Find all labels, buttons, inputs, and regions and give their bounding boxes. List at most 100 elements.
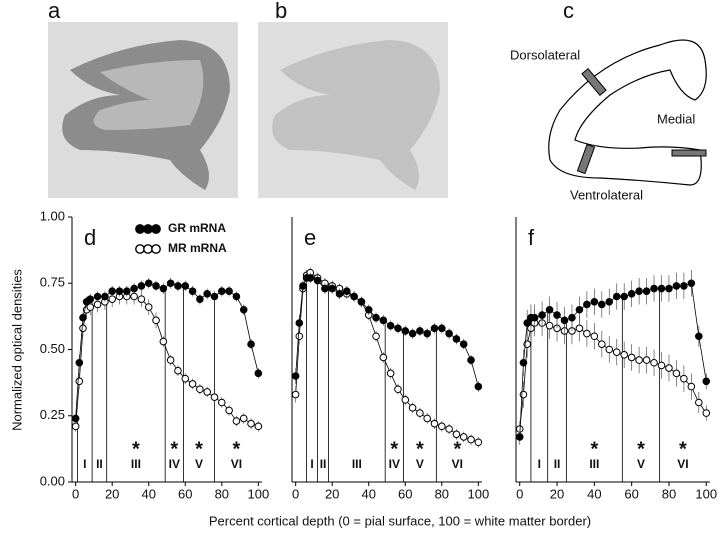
x-tick-label: 40 bbox=[141, 486, 155, 501]
data-point bbox=[695, 332, 703, 341]
data-point bbox=[575, 305, 584, 314]
data-point bbox=[108, 295, 116, 303]
x-tick-label: 60 bbox=[178, 486, 192, 501]
data-point bbox=[657, 284, 666, 293]
data-point bbox=[459, 433, 468, 441]
data-point bbox=[159, 337, 168, 346]
data-point bbox=[459, 340, 468, 349]
data-point bbox=[328, 284, 336, 293]
data-point bbox=[590, 298, 599, 306]
y-tick-label: 0.50 bbox=[40, 341, 65, 356]
data-point bbox=[401, 396, 410, 404]
data-point bbox=[452, 335, 461, 343]
data-point bbox=[86, 295, 95, 303]
data-point bbox=[530, 313, 539, 322]
data-point bbox=[605, 345, 614, 354]
data-point bbox=[295, 332, 304, 341]
series-line bbox=[295, 272, 479, 443]
data-point bbox=[583, 300, 591, 309]
legend-marker bbox=[151, 244, 161, 254]
data-point bbox=[672, 369, 681, 378]
data-point bbox=[467, 435, 475, 444]
layer-label: III bbox=[589, 457, 599, 471]
data-point bbox=[225, 287, 233, 296]
data-point bbox=[335, 290, 344, 298]
data-point bbox=[598, 300, 606, 309]
data-point bbox=[702, 409, 711, 417]
data-point bbox=[467, 356, 475, 364]
data-point bbox=[687, 279, 696, 288]
data-point bbox=[650, 284, 658, 293]
region-label: Ventrolateral bbox=[570, 187, 643, 202]
data-point bbox=[79, 324, 87, 333]
x-tick-label: 0 bbox=[72, 486, 79, 501]
significance-marker: * bbox=[590, 438, 598, 460]
x-tick-label: 20 bbox=[550, 486, 564, 501]
data-point bbox=[665, 284, 673, 293]
data-point bbox=[612, 348, 621, 356]
data-point bbox=[203, 290, 211, 298]
data-point bbox=[299, 282, 307, 290]
data-point bbox=[196, 385, 204, 394]
x-tick-label: 0 bbox=[516, 486, 523, 501]
data-point bbox=[218, 398, 226, 407]
data-point bbox=[438, 422, 446, 431]
x-tick-label: 100 bbox=[467, 486, 489, 501]
data-point bbox=[538, 311, 546, 319]
panel-label: f bbox=[528, 225, 535, 250]
legend-marker bbox=[143, 224, 153, 234]
layer-label: III bbox=[352, 457, 362, 471]
x-tick-label: 0 bbox=[292, 486, 299, 501]
x-tick-label: 80 bbox=[662, 486, 676, 501]
data-point bbox=[523, 319, 531, 327]
legend-label: GR mRNA bbox=[168, 221, 226, 235]
data-point bbox=[445, 329, 453, 338]
significance-marker: * bbox=[679, 438, 687, 460]
data-point bbox=[93, 292, 102, 301]
data-point bbox=[196, 295, 204, 303]
data-point bbox=[313, 276, 322, 285]
data-point bbox=[474, 382, 483, 391]
tissue-white-matter bbox=[93, 60, 204, 130]
x-tick-label: 80 bbox=[435, 486, 449, 501]
data-point bbox=[394, 324, 402, 333]
data-point bbox=[350, 292, 358, 301]
data-point bbox=[152, 316, 160, 325]
tissue-section bbox=[272, 40, 440, 190]
data-point bbox=[687, 382, 696, 391]
data-point bbox=[605, 298, 614, 306]
data-point bbox=[188, 287, 197, 296]
layer-label: VI bbox=[231, 457, 242, 471]
data-point bbox=[101, 292, 109, 301]
data-point bbox=[247, 340, 255, 349]
panel-label: d bbox=[84, 225, 96, 250]
cortex-outline bbox=[548, 39, 707, 186]
layer-label: VI bbox=[452, 457, 463, 471]
significance-marker: * bbox=[416, 438, 424, 460]
y-axis-label: Normalized optical densities bbox=[9, 269, 24, 431]
data-point bbox=[239, 414, 248, 423]
data-point bbox=[291, 372, 300, 380]
data-point bbox=[553, 311, 561, 319]
data-point bbox=[232, 292, 241, 301]
data-point bbox=[695, 398, 703, 407]
data-point bbox=[379, 353, 388, 362]
region-bar bbox=[671, 149, 707, 157]
data-point bbox=[372, 313, 380, 322]
y-tick-label: 1.00 bbox=[40, 208, 65, 223]
data-point bbox=[159, 284, 168, 293]
data-point bbox=[386, 369, 395, 378]
data-point bbox=[174, 282, 182, 290]
data-point bbox=[357, 298, 366, 306]
series-line bbox=[295, 277, 479, 387]
region-bar bbox=[576, 143, 596, 175]
data-point bbox=[203, 388, 211, 396]
data-point bbox=[665, 364, 673, 372]
data-point bbox=[430, 324, 439, 333]
data-point bbox=[130, 292, 138, 301]
data-point bbox=[519, 390, 528, 399]
data-point bbox=[291, 390, 300, 399]
legend-label: MR mRNA bbox=[168, 241, 227, 255]
data-point bbox=[519, 358, 528, 367]
layer-label: II bbox=[96, 457, 103, 471]
